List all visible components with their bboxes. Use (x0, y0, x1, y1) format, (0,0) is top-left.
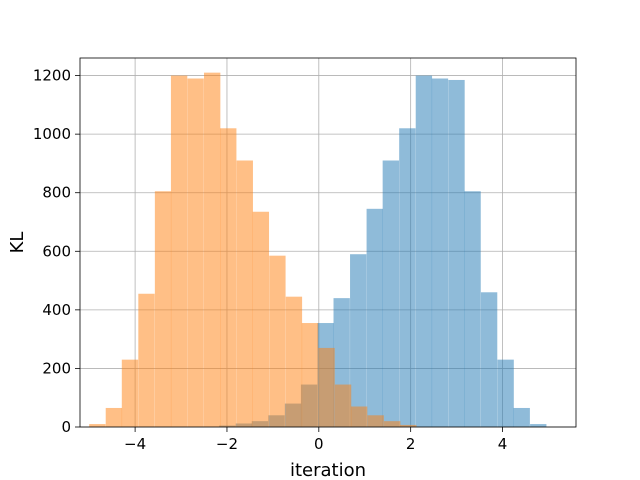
y-tick-label: 1000 (33, 125, 71, 143)
histogram-bar (448, 79, 465, 427)
histogram-bar (334, 384, 352, 427)
histogram-bar (105, 407, 123, 427)
histogram-bar (154, 191, 172, 427)
histogram-bar (252, 211, 270, 427)
histogram-bar (89, 424, 106, 427)
histogram-bar (187, 78, 204, 427)
histogram-bar (400, 424, 417, 427)
x-axis-label: iteration (290, 460, 366, 480)
histogram-bar (367, 415, 384, 427)
histogram-bar (285, 296, 303, 427)
histogram-bar (399, 128, 416, 428)
histogram-bar (350, 254, 367, 427)
axes-layer (79, 57, 577, 428)
histogram-bar (384, 421, 401, 427)
histogram-bar (513, 407, 530, 427)
x-tick-label: 0 (314, 435, 324, 453)
histogram-bar (415, 75, 433, 428)
bars-layer (89, 72, 547, 428)
histogram-bar (497, 359, 514, 427)
x-tick-label: 4 (498, 435, 508, 453)
y-tick-label: 600 (42, 242, 71, 260)
y-tick-label: 400 (42, 301, 71, 319)
y-tick-label: 0 (61, 418, 71, 436)
y-tick-label: 800 (42, 184, 71, 202)
histogram-bar (269, 255, 286, 427)
histogram-bar (480, 292, 498, 427)
histogram-bar (464, 191, 481, 427)
series-1 (89, 72, 417, 428)
histogram-bar (204, 72, 221, 428)
histogram-bar (318, 347, 335, 427)
plot-frame (79, 57, 577, 428)
histogram-bar (530, 424, 547, 427)
x-tick-label: −2 (216, 435, 238, 453)
histogram-bar (170, 75, 188, 428)
histogram-bar (138, 293, 155, 427)
ticks-layer: −4 −2 0 2 4 0 200 400 600 800 1000 1200 (33, 67, 507, 453)
histogram-bar (220, 128, 237, 428)
histogram-bar (350, 406, 368, 427)
y-axis-label: KL (7, 232, 28, 254)
histogram-bar (236, 160, 253, 427)
x-tick-label: 2 (406, 435, 416, 453)
y-tick-label: 200 (42, 359, 71, 377)
y-tick-label: 1200 (33, 67, 71, 85)
histogram-bar (121, 359, 139, 427)
histogram-bar (301, 323, 319, 427)
histogram-bar (431, 78, 449, 427)
x-tick-label: −4 (124, 435, 146, 453)
histogram-bar (382, 160, 400, 427)
histogram-bar (366, 208, 383, 427)
